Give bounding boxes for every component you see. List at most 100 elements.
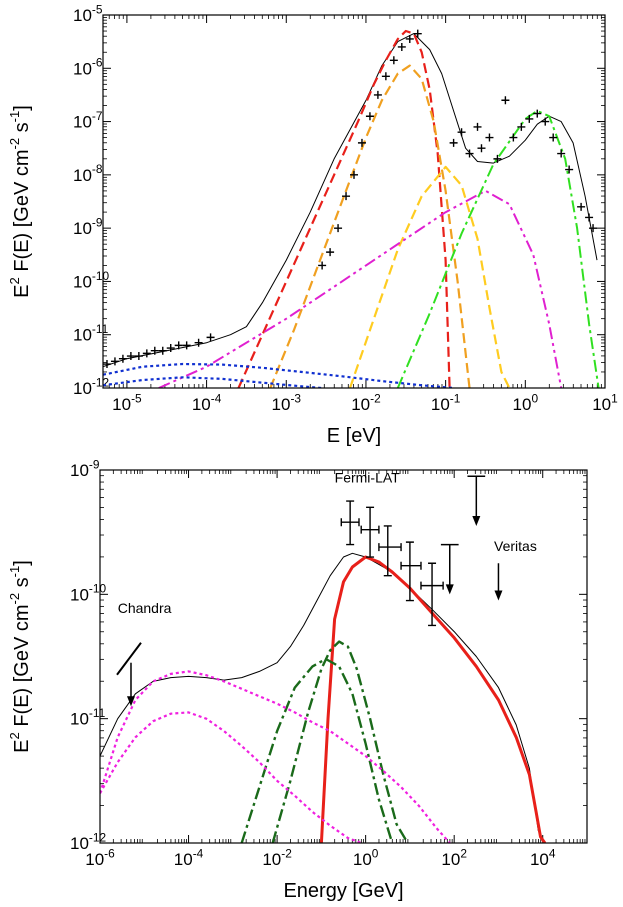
series-line-6 — [100, 711, 362, 843]
data-point — [517, 122, 526, 131]
x-tick-label: 100 — [513, 391, 539, 414]
data-point — [533, 109, 542, 118]
data-point — [158, 346, 167, 355]
y-tick-label: 10-9 — [73, 215, 103, 238]
series-line-1 — [103, 33, 598, 368]
error-bar — [340, 500, 360, 546]
data-point — [182, 341, 191, 350]
series-line-7 — [103, 362, 454, 388]
error-bar — [360, 506, 380, 558]
data-point — [389, 56, 398, 65]
series-line-5 — [158, 189, 563, 388]
series-line-3 — [269, 64, 471, 388]
data-point — [525, 114, 534, 123]
x-tick-label: 101 — [592, 391, 618, 414]
y-tick-label: 10-10 — [70, 582, 106, 605]
plot-frame — [102, 14, 606, 389]
y-tick-label: 10-9 — [70, 457, 100, 480]
series-line-4 — [348, 165, 511, 388]
data-point — [577, 202, 586, 211]
data-point — [118, 354, 127, 363]
y-tick-label: 10-12 — [73, 375, 109, 398]
x-tick-label: 100 — [353, 846, 379, 869]
data-point — [334, 224, 343, 233]
data-point — [126, 352, 135, 361]
series-line-2 — [319, 555, 547, 843]
x-tick-label: 10-2 — [351, 391, 381, 414]
y-tick-label: 10-6 — [73, 56, 103, 79]
x-tick-label: 10-2 — [262, 846, 292, 869]
data-point — [589, 224, 598, 233]
x-tick-label: 104 — [530, 846, 556, 869]
annotation: Chandra — [118, 600, 172, 616]
data-point — [110, 357, 119, 366]
data-point — [326, 248, 335, 257]
y-tick-label: 10-5 — [73, 2, 103, 25]
data-point — [397, 42, 406, 51]
data-point — [493, 154, 502, 163]
upper-limit-arrow — [494, 590, 503, 601]
data-point — [357, 138, 366, 147]
series-line-4 — [271, 640, 409, 843]
data-point — [541, 117, 550, 126]
data-point — [381, 72, 390, 81]
y-tick-label: 10-10 — [73, 269, 109, 292]
data-point — [485, 133, 494, 142]
data-point — [565, 165, 574, 174]
y-tick-label: 10-7 — [73, 109, 103, 132]
data-point — [465, 149, 474, 158]
annotation: Veritas — [494, 538, 537, 554]
upper-limit — [440, 543, 459, 589]
data-point — [350, 170, 358, 179]
error-bar — [420, 562, 444, 627]
series-line-8 — [103, 376, 323, 388]
data-point — [318, 261, 327, 270]
data-point — [166, 344, 175, 353]
data-point — [413, 29, 422, 38]
plot-area — [100, 552, 552, 843]
y-axis-label: E2 F(E) [GeV cm-2 s-1] — [7, 105, 33, 298]
series-line-6 — [396, 109, 600, 388]
data-point — [449, 138, 458, 147]
chart-panel-2: 10-6 10-4 10-2 100 102 104 10-12 10-11 10-10 10-9… — [7, 457, 588, 902]
data-point — [150, 346, 159, 355]
x-tick-label: 10-3 — [272, 391, 302, 414]
plot-area — [103, 29, 600, 388]
upper-limit-arrow — [445, 584, 454, 595]
data-point — [549, 133, 558, 142]
data-point — [405, 34, 414, 43]
x-axis-label: Energy [GeV] — [283, 880, 403, 902]
data-point — [134, 352, 143, 361]
y-tick-label: 10-12 — [70, 830, 106, 853]
data-point — [206, 333, 215, 342]
y-tick-label: 10-8 — [73, 162, 103, 185]
error-bar — [378, 525, 402, 577]
data-point — [194, 338, 203, 347]
data-point — [557, 149, 566, 158]
data-point — [373, 90, 382, 99]
data-point — [142, 349, 151, 358]
data-point — [342, 192, 351, 201]
plot-frame — [99, 469, 588, 844]
data-point — [477, 144, 486, 153]
data-point — [103, 360, 111, 369]
data-point — [585, 213, 594, 222]
y-tick-label: 10-11 — [70, 706, 106, 729]
data-point — [473, 122, 482, 131]
x-tick-label: 102 — [441, 846, 467, 869]
data-point — [501, 96, 510, 105]
data-point — [174, 341, 183, 350]
error-bar — [400, 541, 422, 602]
x-tick-label: 10-1 — [431, 391, 461, 414]
x-tick-label: 10-4 — [192, 391, 222, 414]
x-tick-label: 10-6 — [85, 846, 115, 869]
x-axis-label: E [eV] — [327, 425, 381, 447]
data-point — [365, 112, 374, 121]
series-line-5 — [100, 670, 451, 843]
x-tick-label: 10-5 — [112, 391, 142, 414]
data-point — [509, 133, 518, 142]
series-line-1 — [100, 552, 552, 843]
upper-limit — [467, 475, 486, 520]
y-axis-label: E2 F(E) [GeV cm-2 s-1] — [7, 560, 33, 753]
